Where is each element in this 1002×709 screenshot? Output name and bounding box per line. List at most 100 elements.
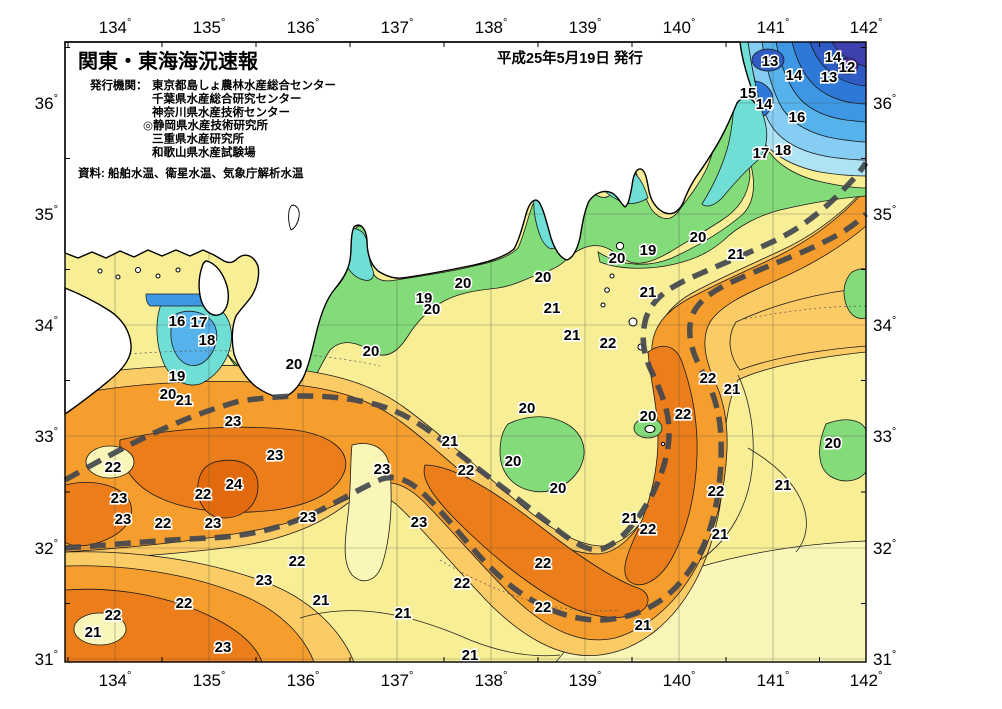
lat-label-right-33: 33°	[873, 426, 896, 446]
lat-label-left-36: 36°	[35, 93, 58, 113]
publisher-line: ◎静岡県水産技術研究所	[143, 118, 269, 132]
lon-label-top-140: 140°	[663, 17, 696, 37]
isotherm-21-southeast	[747, 447, 807, 553]
sst-label-22C: 22	[640, 521, 657, 538]
sst-label-21C: 21	[775, 477, 792, 494]
hachijojima-island	[644, 425, 656, 433]
sst-label-19C: 19	[640, 242, 657, 259]
issue-date: 平成25年5月19日 発行	[497, 49, 643, 67]
coastal-strip-boso-east	[701, 41, 768, 207]
lon-label-bottom-138: 138°	[475, 670, 508, 690]
core-23-24C-corner	[64, 588, 263, 663]
publisher-label: 発行機関：	[89, 78, 148, 92]
publisher-line: 三重県水産研究所	[152, 132, 244, 146]
sst-label-22C: 22	[105, 607, 122, 624]
seto-inland-sea-islands	[97, 267, 181, 280]
sst-label-13C: 13	[821, 69, 838, 86]
cold-pocket-12C	[837, 57, 859, 75]
sst-label-21C: 21	[728, 246, 745, 263]
lat-label-left-35: 35°	[35, 204, 58, 224]
sst-label-18C: 18	[775, 142, 792, 159]
lat-label-left-31: 31°	[35, 649, 58, 669]
lon-label-bottom-141: 141°	[757, 670, 790, 690]
longitude-labels-bottom: 134° 135° 136° 137° 138° 139° 140° 141° 142°	[99, 670, 883, 690]
sst-label-22C: 22	[535, 555, 552, 572]
sst-label-21C: 21	[640, 284, 657, 301]
sst-label-22C: 22	[454, 575, 471, 592]
sst-label-20C: 20	[424, 301, 441, 318]
sst-label-21C: 21	[635, 617, 652, 634]
shikoku-landmass	[64, 286, 132, 416]
lon-label-bottom-139: 139°	[569, 670, 602, 690]
publisher-list: 東京都島しょ農林水産総合センター千葉県水産総合研究センター神奈川県水産技術センタ…	[143, 78, 336, 159]
pale-pocket-west	[85, 445, 135, 479]
lon-label-bottom-137: 137°	[381, 670, 414, 690]
sst-label-23C: 23	[267, 447, 284, 464]
sst-label-20C: 20	[519, 400, 536, 417]
latitude-labels-right: 36° 35° 34° 33° 32° 31°	[873, 93, 896, 669]
map-frame	[64, 41, 867, 663]
lon-label-bottom-135: 135°	[193, 670, 226, 690]
sst-label-17C: 17	[753, 145, 770, 162]
cold-eddy-20C-center	[499, 416, 585, 493]
sst-label-20C: 20	[505, 453, 522, 470]
sst-label-22C: 22	[105, 459, 122, 476]
landmass	[64, 41, 758, 447]
sst-label-22C: 22	[155, 515, 172, 532]
sst-label-22C: 22	[176, 595, 193, 612]
sst-label-14C: 14	[825, 49, 842, 66]
sst-label-20C: 20	[550, 480, 567, 497]
core-24C	[197, 459, 259, 519]
sst-label-22C: 22	[675, 406, 692, 423]
data-source-note: 資料: 船舶水温、衛星水温、気象庁解析水温	[78, 166, 304, 180]
sst-label-20C: 20	[690, 229, 707, 246]
sst-label-20C: 20	[160, 386, 177, 403]
sst-label-23C: 23	[215, 639, 232, 656]
sst-label-23C: 23	[111, 490, 128, 507]
sst-label-19C: 19	[169, 368, 186, 385]
longitude-labels-top: 134° 135° 136° 137° 138° 139° 140° 141° 142°	[99, 17, 883, 37]
pale-pocket-corner	[73, 612, 127, 646]
sst-label-22C: 22	[289, 553, 306, 570]
publisher-line: 東京都島しょ農林水産総合センター	[152, 78, 336, 92]
lon-label-top-137: 137°	[381, 17, 414, 37]
publisher-line: 千葉県水産総合研究センター	[152, 91, 302, 105]
sst-label-23C: 23	[374, 461, 391, 478]
chart-title: 関東・東海海況速報	[78, 49, 259, 73]
sst-label-21C: 21	[712, 526, 729, 543]
lat-label-left-32: 32°	[35, 538, 58, 558]
lat-label-left-34: 34°	[35, 315, 58, 335]
lake-biwa	[288, 204, 300, 231]
izu-islands	[600, 241, 666, 447]
cold-patch-20C-east	[819, 419, 867, 482]
sst-label-20C: 20	[286, 356, 303, 373]
sst-label-14C: 14	[756, 96, 773, 113]
sst-label-22C: 22	[708, 483, 725, 500]
lat-label-right-35: 35°	[873, 204, 896, 224]
sst-label-23C: 23	[411, 514, 428, 531]
sst-label-20C: 20	[825, 435, 842, 452]
sst-label-21C: 21	[442, 433, 459, 450]
sst-label-20C: 20	[363, 343, 380, 360]
sst-label-17C: 17	[191, 314, 208, 331]
sst-label-21C: 21	[724, 381, 741, 398]
sst-label-23C: 23	[300, 509, 317, 526]
lat-label-right-31: 31°	[873, 649, 896, 669]
sst-label-20C: 20	[455, 275, 472, 292]
lat-label-right-36: 36°	[873, 93, 896, 113]
isotherm-half-degree-east	[739, 305, 867, 321]
sst-label-23C: 23	[115, 511, 132, 528]
lon-label-top-139: 139°	[569, 17, 602, 37]
lon-label-bottom-140: 140°	[663, 670, 696, 690]
sst-label-23C: 23	[205, 515, 222, 532]
sst-label-21C: 21	[544, 300, 561, 317]
sst-label-18C: 18	[199, 332, 216, 349]
lon-label-bottom-136: 136°	[287, 670, 320, 690]
sst-label-16C: 16	[169, 313, 186, 330]
honshu-landmass	[64, 41, 758, 399]
amber-patch-east-34N	[729, 287, 867, 371]
lat-label-right-32: 32°	[873, 538, 896, 558]
sst-label-21C: 21	[622, 510, 639, 527]
izu-oshima-island	[615, 241, 625, 251]
